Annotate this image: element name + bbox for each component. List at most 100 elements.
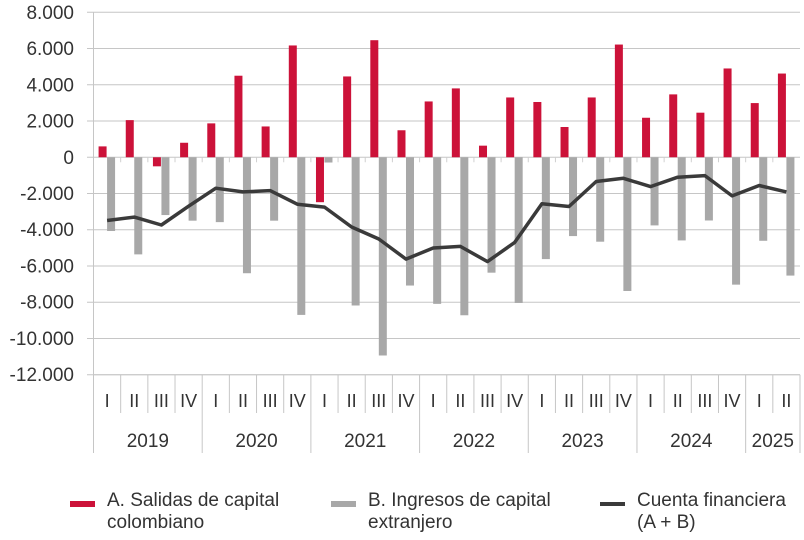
- bar-ingresos: [704, 157, 713, 221]
- bar-ingresos: [378, 157, 387, 356]
- bars: [98, 40, 795, 356]
- y-tick-label: 2.000: [26, 112, 74, 133]
- bar-salidas: [723, 68, 732, 158]
- x-tick-quarter: IV: [615, 391, 632, 411]
- bar-salidas: [777, 73, 786, 158]
- x-tick-quarter: I: [105, 391, 110, 411]
- y-tick-label: 0: [63, 148, 74, 169]
- legend-label-line1: B. Ingresos de capital: [368, 490, 551, 511]
- legend-label-line1: Cuenta financiera: [637, 490, 786, 511]
- bar-ingresos: [242, 157, 251, 274]
- x-tick-year: 2025: [752, 431, 794, 452]
- x-tick-quarter: I: [322, 391, 327, 411]
- x-tick-quarter: I: [213, 391, 218, 411]
- bar-salidas: [614, 44, 623, 158]
- legend-label: Cuenta financiera (A + B): [637, 490, 786, 534]
- x-tick-quarter: III: [371, 391, 386, 411]
- x-tick-quarter: II: [238, 391, 248, 411]
- bar-ingresos: [460, 157, 469, 316]
- legend-label-line2: extranjero: [368, 512, 453, 533]
- bar-ingresos: [650, 157, 659, 226]
- x-tick-quarter: II: [781, 391, 791, 411]
- x-tick-quarter: III: [263, 391, 278, 411]
- y-tick-label: -6.000: [20, 256, 74, 277]
- legend: A. Salidas de capital colombiano B. Ingr…: [0, 490, 804, 540]
- bar-ingresos: [514, 157, 523, 303]
- bar-ingresos: [270, 157, 279, 221]
- bar-salidas: [370, 40, 379, 158]
- bar-salidas: [152, 157, 161, 167]
- y-tick-label: -4.000: [20, 220, 74, 241]
- x-tick-quarter: IV: [180, 391, 197, 411]
- bar-ingresos: [161, 157, 170, 216]
- x-tick-quarter: I: [757, 391, 762, 411]
- x-tick-quarter: II: [455, 391, 465, 411]
- legend-label-line1: A. Salidas de capital: [107, 490, 280, 511]
- bar-salidas: [343, 76, 352, 158]
- x-tick-quarter: IV: [289, 391, 306, 411]
- legend-label-line2: colombiano: [107, 512, 205, 533]
- y-tick-label: -2.000: [20, 184, 74, 205]
- x-tick-quarter: IV: [724, 391, 741, 411]
- bar-salidas: [207, 123, 216, 158]
- y-tick-label: 4.000: [26, 75, 74, 96]
- bar-salidas: [669, 94, 678, 158]
- y-axis: 8.000 6.000 4.000 2.000 0 -2.000 -4.000 -6.000 -…: [10, 3, 74, 386]
- line-cuenta-financiera: [106, 173, 787, 264]
- bar-salidas: [560, 126, 569, 158]
- x-tick-quarter: III: [697, 391, 712, 411]
- x-tick-quarter: II: [564, 391, 574, 411]
- bar-salidas: [642, 117, 651, 158]
- bar-salidas: [315, 157, 324, 203]
- bar-ingresos: [351, 157, 360, 306]
- x-tick-quarter: III: [589, 391, 604, 411]
- x-tick-year: 2022: [453, 431, 495, 452]
- x-tick-quarter: IV: [506, 391, 523, 411]
- x-tick-quarter: IV: [397, 391, 414, 411]
- bar-ingresos: [107, 157, 116, 232]
- x-tick-quarter: II: [129, 391, 139, 411]
- x-tick-quarter: II: [347, 391, 357, 411]
- bar-salidas: [479, 145, 488, 158]
- bar-ingresos: [732, 157, 741, 285]
- bar-ingresos: [405, 157, 414, 286]
- bar-salidas: [533, 101, 542, 158]
- bar-ingresos: [623, 157, 632, 291]
- x-tick-quarter: I: [431, 391, 436, 411]
- x-tick-quarter: I: [539, 391, 544, 411]
- x-tick-year: 2020: [235, 431, 277, 452]
- x-tick-year: 2024: [670, 431, 713, 452]
- bar-ingresos: [541, 157, 550, 260]
- legend-label-line2: (A + B): [637, 512, 696, 533]
- bar-ingresos: [433, 157, 442, 304]
- bar-ingresos: [324, 157, 333, 163]
- bar-ingresos: [786, 157, 795, 276]
- x-tick-year: 2021: [344, 431, 386, 452]
- x-tick-quarter: I: [648, 391, 653, 411]
- bar-ingresos: [134, 157, 143, 255]
- bar-salidas: [424, 101, 433, 158]
- bar-ingresos: [759, 157, 768, 241]
- bar-salidas: [180, 142, 189, 158]
- bar-salidas: [750, 103, 759, 158]
- chart: 8.000 6.000 4.000 2.000 0 -2.000 -4.000 -6.000 -…: [10, 3, 801, 453]
- y-tick-label: 6.000: [26, 39, 74, 60]
- x-tick-quarter: III: [480, 391, 495, 411]
- x-tick-year: 2023: [561, 431, 603, 452]
- legend-swatch-red: [70, 501, 95, 507]
- legend-swatch-line: [600, 502, 625, 506]
- legend-item-salidas: A. Salidas de capital colombiano: [70, 490, 279, 534]
- y-tick-label: -10.000: [10, 329, 74, 350]
- bar-salidas: [451, 88, 460, 158]
- bar-salidas: [696, 112, 705, 158]
- y-tick-label: -12.000: [10, 365, 74, 386]
- x-tick-quarter: III: [154, 391, 169, 411]
- legend-label: A. Salidas de capital colombiano: [107, 490, 279, 534]
- line-series: [106, 173, 787, 264]
- bar-ingresos: [297, 157, 306, 315]
- y-tick-label: 8.000: [26, 3, 74, 24]
- bar-salidas: [506, 97, 515, 158]
- bar-ingresos: [569, 157, 578, 237]
- y-tick-label: -8.000: [20, 293, 74, 314]
